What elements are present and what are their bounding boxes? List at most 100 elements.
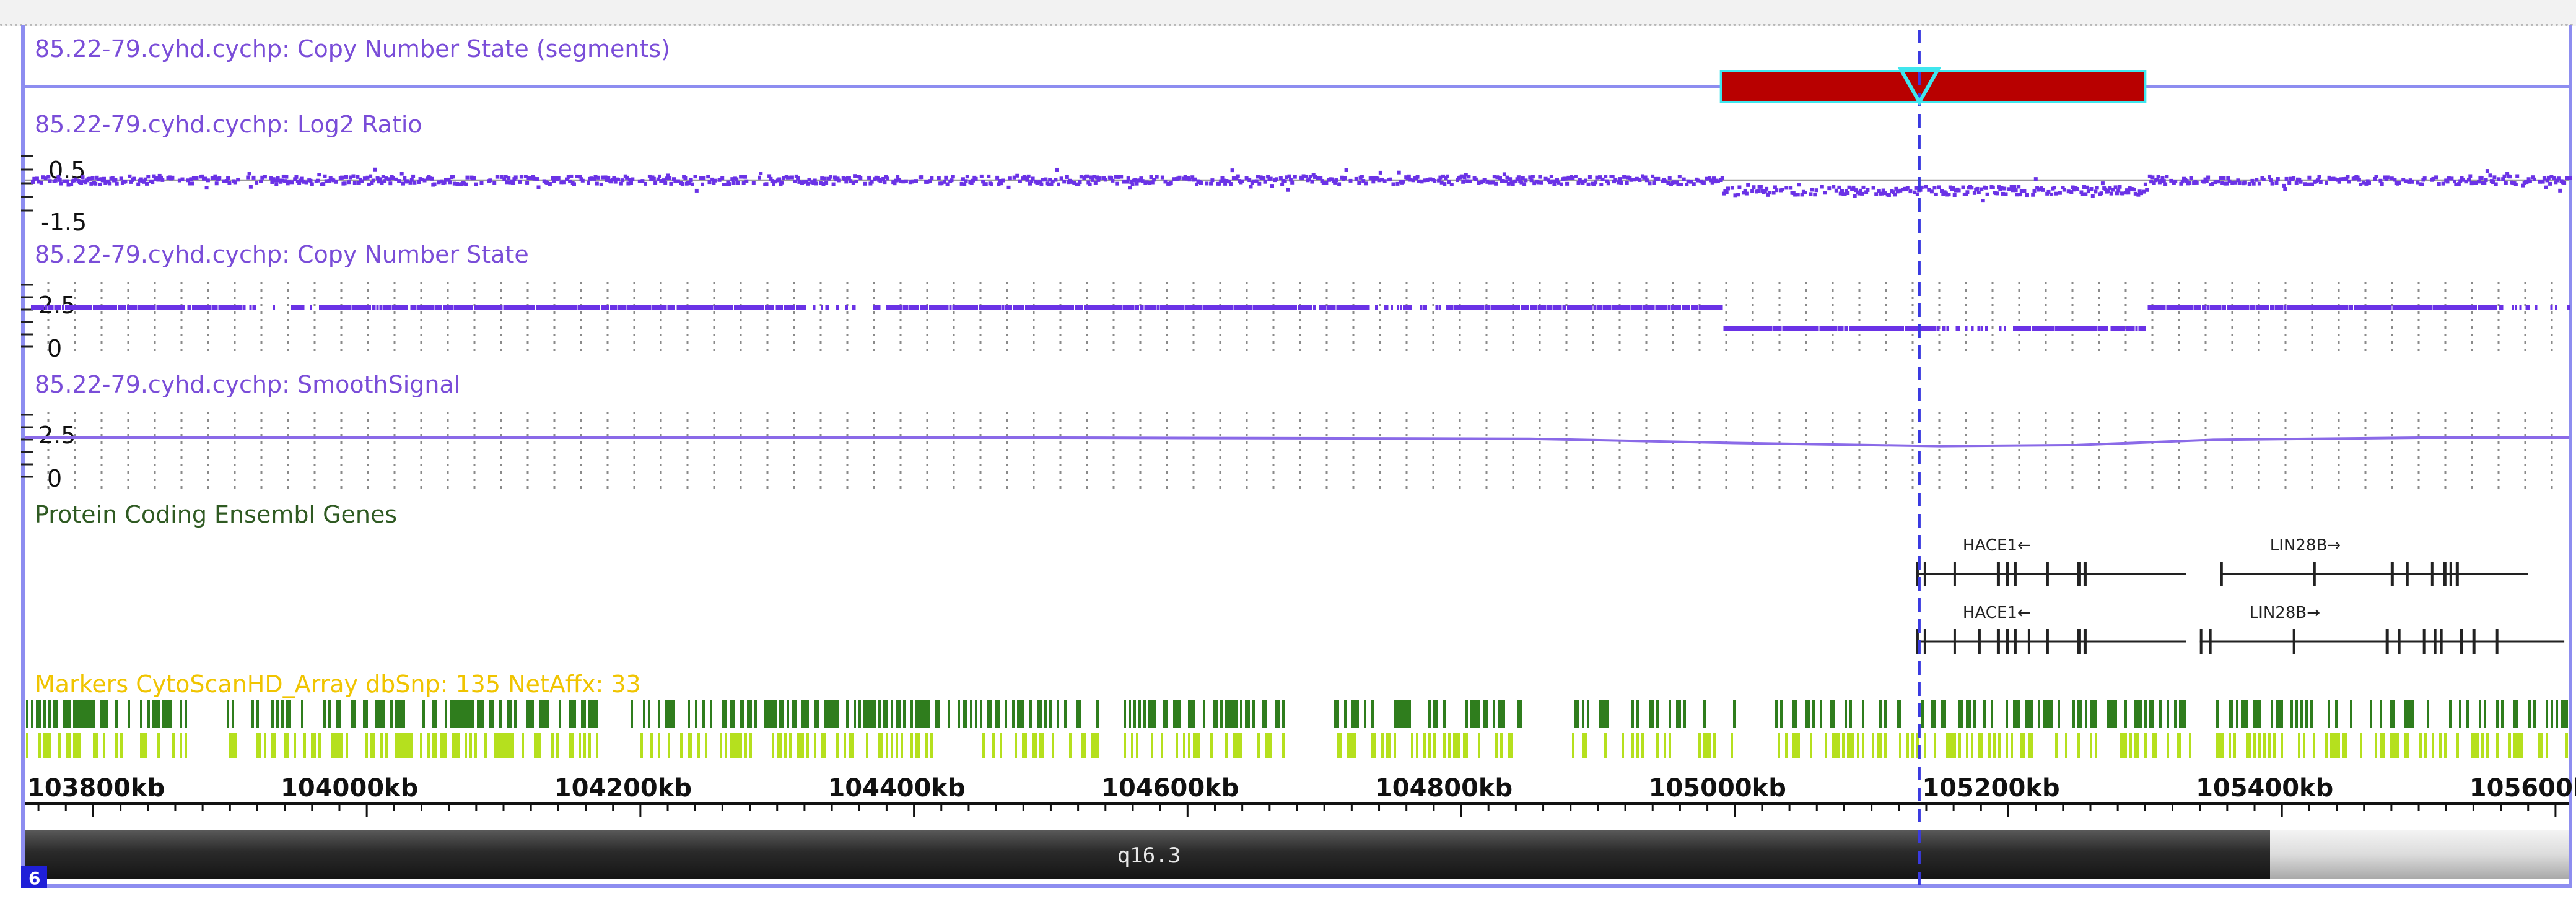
- log2-point: [464, 182, 468, 186]
- cn-point: [2474, 305, 2477, 310]
- cn-point: [1295, 305, 1297, 310]
- cn-point: [653, 305, 656, 310]
- log2-point: [1290, 180, 1295, 185]
- marker-dark: [2231, 700, 2233, 728]
- cn-point: [1782, 326, 1785, 331]
- marker-dark: [665, 700, 668, 728]
- cn-point: [1732, 326, 1736, 331]
- gene-lin28b-row1-exon: [2390, 562, 2394, 586]
- marker-light: [435, 733, 437, 758]
- log2-point: [1692, 182, 1696, 186]
- cn-point: [2013, 326, 2015, 331]
- ideogram-track[interactable]: q16.36: [21, 830, 2569, 888]
- cn-point: [545, 305, 548, 310]
- cn-point: [77, 305, 80, 310]
- marker-light: [1500, 733, 1503, 758]
- marker-dark: [147, 700, 150, 728]
- cn-point: [450, 305, 453, 310]
- cn-point: [2438, 305, 2442, 310]
- gene-hace1-row2-exon: [1923, 629, 1926, 654]
- cn-point: [873, 305, 876, 310]
- marker-light: [824, 733, 826, 758]
- cn-point: [1319, 305, 1322, 310]
- cn-point: [957, 305, 959, 310]
- marker-dark: [1679, 700, 1681, 728]
- log2-point: [1548, 180, 1552, 185]
- log2-point: [2294, 181, 2299, 185]
- log2-point: [2150, 175, 2155, 180]
- cn-point: [291, 305, 294, 310]
- gene-lin28b-row2-exon: [2472, 629, 2476, 654]
- cn-point: [2333, 305, 2336, 310]
- log2-point: [2505, 172, 2510, 176]
- cn-point: [1651, 305, 1653, 310]
- cn-point: [2271, 305, 2274, 310]
- marker-dark: [2253, 700, 2256, 728]
- cn-point: [741, 305, 744, 310]
- marker-light: [2476, 733, 2479, 758]
- marker-light: [420, 733, 422, 758]
- cn-point: [886, 305, 888, 310]
- log2-point: [1069, 180, 1073, 184]
- marker-dark: [100, 700, 103, 728]
- cursor-overlay[interactable]: [1897, 30, 1942, 885]
- gene-lin28b-row2-exon: [2398, 629, 2401, 654]
- log2-point: [1733, 193, 1737, 198]
- cn-point: [638, 305, 640, 310]
- marker-dark: [1973, 700, 1976, 728]
- log2-point: [1015, 173, 1019, 178]
- log2-point: [1881, 188, 1885, 193]
- cn-point: [1028, 305, 1031, 310]
- cn-point: [1088, 305, 1091, 310]
- log2-point: [2149, 180, 2154, 184]
- cn-point: [2457, 305, 2460, 310]
- log2-point: [930, 176, 934, 180]
- log2-point: [893, 181, 897, 186]
- log2-point: [1951, 186, 1955, 190]
- marker-dark: [1017, 700, 1019, 728]
- marker-light: [2134, 733, 2137, 758]
- log2-point: [1864, 190, 1869, 194]
- log2-point: [1263, 180, 1267, 184]
- cn-point: [1239, 305, 1241, 310]
- cn-point: [765, 305, 767, 310]
- marker-dark: [928, 700, 930, 728]
- cn-point: [2135, 326, 2138, 331]
- log2-point: [881, 176, 886, 181]
- marker-dark: [1582, 700, 1584, 728]
- cn-point: [372, 305, 374, 310]
- marker-dark: [749, 700, 752, 728]
- cn-point: [2262, 305, 2265, 310]
- marker-dark: [1921, 700, 1924, 728]
- cn-point: [1605, 305, 1609, 310]
- marker-dark: [1148, 700, 1151, 728]
- marker-light: [1069, 733, 1072, 758]
- cn-point: [2404, 305, 2408, 310]
- log2-point: [758, 175, 761, 180]
- cn-point: [204, 305, 207, 310]
- cn-point: [1852, 326, 1854, 331]
- gene-lin28b-row2-exon: [2434, 629, 2437, 654]
- cn-point: [48, 305, 51, 310]
- log2-point: [177, 178, 181, 183]
- marker-dark: [1401, 700, 1404, 728]
- cn-point: [2025, 326, 2028, 331]
- cn-point: [294, 305, 297, 310]
- marker-light: [1195, 733, 1198, 758]
- cn-point: [523, 305, 526, 310]
- log2-point: [1382, 179, 1387, 183]
- log2-point: [1485, 180, 1490, 184]
- cn-point: [2265, 305, 2268, 310]
- cn-point: [149, 305, 151, 310]
- marker-dark: [38, 700, 41, 728]
- log2-point: [408, 180, 413, 185]
- log2-point: [1076, 182, 1081, 186]
- cn-point: [1567, 305, 1570, 310]
- cn-point: [2267, 305, 2269, 310]
- log2-point: [658, 174, 661, 178]
- cn-point: [1194, 305, 1197, 310]
- log2-point: [2502, 174, 2507, 178]
- marker-dark: [85, 700, 88, 728]
